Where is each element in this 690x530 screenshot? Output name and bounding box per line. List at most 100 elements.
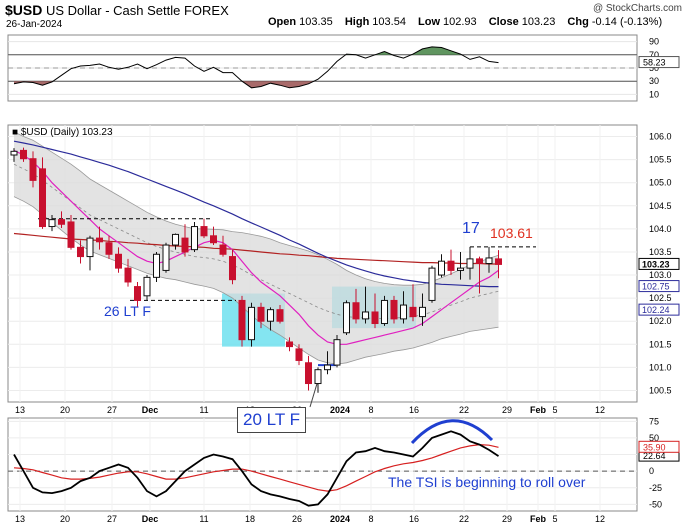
rsi-last-box [638,56,680,69]
candle-body [447,260,455,271]
price-tick-label: 105.0 [649,178,672,188]
annotation-20-pointer [309,380,319,408]
price-overlay-box [638,303,680,316]
chart-date: 26-Jan-2024 [6,19,63,30]
price-tick-label: 104.0 [649,224,672,234]
candle-body [48,219,56,228]
tsi-panel-frame [7,417,638,512]
candle-body [333,339,341,366]
price-tick-label: 103.0 [649,270,672,280]
price-x-label: 27 [107,405,117,415]
candle-body [124,267,132,283]
price-x-label: 13 [15,405,25,415]
open-key: Open [268,16,297,28]
candle-body [238,299,246,341]
chg-key: Chg [567,16,589,28]
candle-body [115,253,122,269]
open-value: 103.35 [299,16,333,28]
price-x-label: 16 [409,405,419,415]
candle-body [191,226,198,251]
price-overlay-box [638,280,680,293]
candle-body [200,226,208,237]
candle-body [153,253,160,278]
price-panel-label: ■ $USD (Daily) 103.23 [12,127,113,138]
ma-long-line [13,140,499,288]
ma-mid-line [13,149,499,345]
price-x-label: 2024 [330,405,350,415]
price-x-label: 8 [368,405,373,415]
price-overlay-box [638,257,680,270]
candle-body [352,302,360,320]
chg-value: -0.14 (-0.13%) [591,16,663,28]
rsi-overbought-fill [14,46,499,55]
rsi-line [13,46,499,89]
price-x-label: 12 [595,405,605,415]
tsi-x-label: 11 [199,514,208,524]
close-key: Close [488,16,519,28]
brand-watermark: @ StockCharts.com [592,3,682,14]
low-key: Low [418,16,441,28]
price-x-label: 20 [60,405,70,415]
candle-body [267,309,274,322]
candle-body [29,158,37,181]
rsi-last-value: 58.23 [643,58,666,68]
instrument-name: US Dollar - Cash Settle FOREX [45,3,229,18]
candle-body [229,256,236,281]
tsi-x-label: 16 [409,514,419,524]
candle-body [257,306,265,322]
candle-body [10,150,18,156]
tsi-series-line [13,443,499,492]
candle-body [20,149,27,160]
price-x-label: Dec [142,405,159,415]
tsi-last-value: 35.90 [643,442,666,452]
tsi-x-label: 5 [552,514,557,524]
annotation-26-lt-f: 26 LT F [104,303,151,319]
candle-body [409,306,417,318]
candle-body [134,286,141,301]
candle-body [314,369,322,385]
candle-body [457,267,464,271]
rsi-oversold-fill [14,81,499,88]
candle-body [390,299,398,320]
close-value: 103.23 [521,16,556,28]
price-tick-label: 100.5 [649,385,672,395]
price-overlay-label: 103.23 [642,259,670,269]
candle-body [210,235,217,244]
candle-body [39,168,46,228]
annotation-tsi-note: The TSI is beginning to roll over [388,474,586,490]
price-tick-label: 101.0 [649,362,672,372]
ma-red-line [13,232,499,265]
annotation-20-lt-f: 20 LT F [237,407,307,433]
tsi-x-label: Feb [530,514,547,524]
candle-body [172,233,179,246]
candle-body [105,242,113,255]
chart-title: $USD US Dollar - Cash Settle FOREX [5,2,229,18]
candle-body [67,221,75,248]
tsi-x-label: 20 [60,514,70,524]
price-x-label: 5 [552,405,557,415]
price-overlay-label: 102.24 [642,305,670,315]
bollinger-lower [13,196,499,365]
tsi-x-label: 13 [15,514,25,524]
candle-body [181,237,189,253]
candle-body [466,258,474,269]
candle-body [219,244,227,255]
rsi-tick-label: 90 [649,37,659,47]
price-tick-label: 102.0 [649,316,672,326]
candle-body [276,309,284,322]
rsi-tick-label: 10 [649,89,659,99]
tsi-x-label: 18 [245,514,255,524]
tsi-x-label: 2024 [330,514,350,524]
candle-body [286,341,293,348]
tsi-x-label: 8 [368,514,373,524]
price-x-label: Feb [530,405,547,415]
bollinger-band-fill [14,131,499,365]
candle-body [371,311,379,325]
tsi-last-value: 22.64 [643,451,666,461]
price-tick-label: 105.5 [649,155,672,165]
candle-body [485,257,493,264]
candle-body [400,304,407,320]
symbol: $USD [5,2,43,18]
candle-body [248,306,255,341]
